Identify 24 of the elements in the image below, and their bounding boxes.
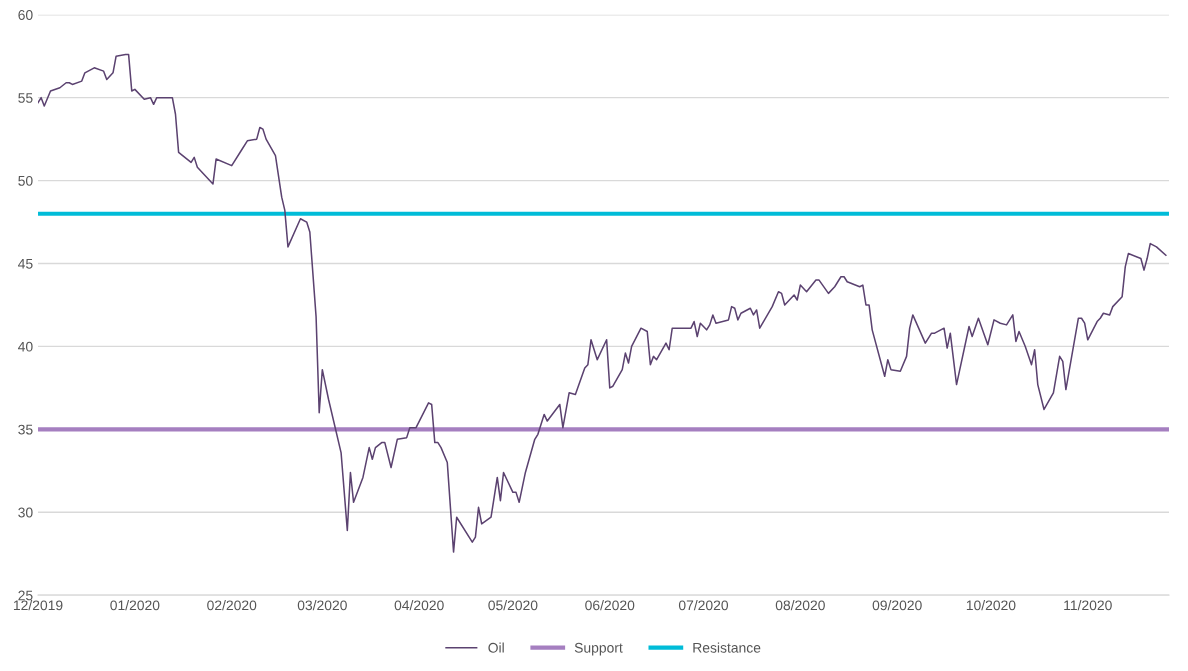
y-tick-label: 40 <box>18 341 33 352</box>
x-tick-label: 03/2020 <box>297 600 347 611</box>
y-tick-label: 55 <box>18 93 33 103</box>
x-tick-label: 12/2019 <box>13 600 63 611</box>
x-tick-label: 10/2020 <box>966 600 1016 611</box>
y-tick-label: 45 <box>18 258 33 269</box>
y-tick-label: 35 <box>18 424 33 435</box>
x-tick-label: 05/2020 <box>488 600 538 611</box>
y-tick-label: 30 <box>18 507 33 518</box>
x-tick-label: 04/2020 <box>394 600 444 611</box>
x-tick-label: 01/2020 <box>110 600 160 611</box>
x-tick-label: 08/2020 <box>775 600 825 611</box>
y-tick-label: 25 <box>18 590 33 601</box>
x-tick-label: 09/2020 <box>872 600 922 611</box>
legend-label: Support <box>574 642 623 656</box>
x-tick-label: 07/2020 <box>678 600 729 611</box>
legend-label: Oil <box>488 642 504 653</box>
y-tick-label: 60 <box>18 10 33 20</box>
x-tick-label: 11/2020 <box>1064 600 1112 611</box>
legend-label: Resistance <box>693 642 761 653</box>
y-tick-label: 50 <box>18 175 33 186</box>
x-tick-label: 06/2020 <box>585 600 635 611</box>
x-tick-label: 02/2020 <box>207 600 257 611</box>
line-series <box>38 53 1167 553</box>
